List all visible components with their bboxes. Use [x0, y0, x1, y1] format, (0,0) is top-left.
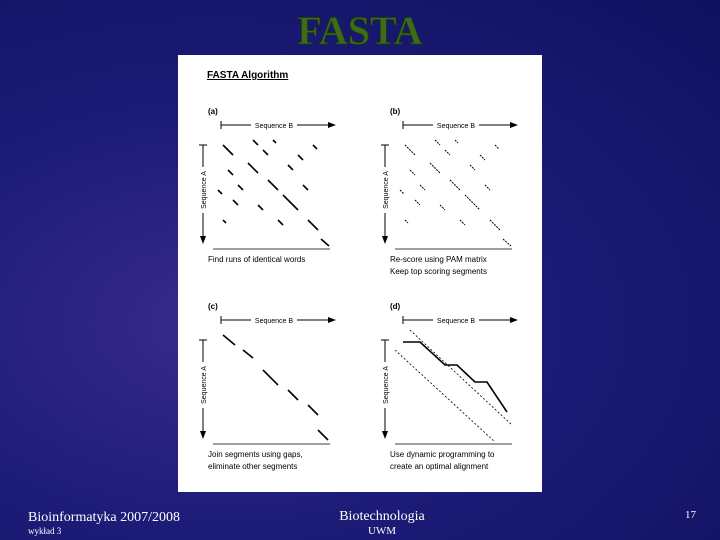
- match-segment: [419, 184, 426, 191]
- footer-left-sub: wykład 3: [28, 526, 62, 536]
- panel-label: (b): [390, 107, 401, 116]
- top-axis-label: Sequence B: [437, 318, 475, 325]
- match-segment: [469, 164, 476, 171]
- left-axis-label: Sequence A: [383, 171, 390, 209]
- panel-label: (c): [208, 302, 218, 311]
- left-axis-label: Sequence A: [383, 366, 390, 404]
- axis-arrowhead: [382, 431, 388, 439]
- match-segment: [404, 219, 409, 224]
- top-axis-label: Sequence B: [437, 123, 475, 130]
- match-segment: [247, 162, 259, 174]
- match-segment: [317, 429, 329, 441]
- match-segment: [287, 164, 294, 171]
- axis-arrowhead: [510, 122, 518, 128]
- match-segment: [464, 194, 481, 211]
- axis-label-bg: [433, 315, 479, 325]
- slide-title: FASTA: [297, 8, 422, 53]
- match-segment: [217, 189, 223, 195]
- match-segment: [409, 169, 416, 176]
- match-segment: [429, 162, 441, 174]
- footer-left: Bioinformatyka 2007/2008: [28, 510, 180, 525]
- panel-caption: Join segments using gaps,: [208, 450, 303, 459]
- panel-label: (a): [208, 107, 218, 116]
- panel-caption: Re-score using PAM matrix: [390, 255, 487, 264]
- match-segment: [439, 204, 446, 211]
- match-segment: [257, 204, 264, 211]
- panel-caption: Find runs of identical words: [208, 255, 305, 264]
- match-segment: [459, 219, 466, 226]
- match-segment: [484, 184, 491, 191]
- match-segment: [262, 149, 269, 156]
- axis-label-bg: [380, 167, 390, 213]
- axis-arrowhead: [328, 122, 336, 128]
- match-segment: [227, 169, 234, 176]
- axis-label-bg: [251, 120, 297, 130]
- axis-label-bg: [251, 315, 297, 325]
- left-axis-label: Sequence A: [201, 366, 208, 404]
- match-segment: [222, 334, 236, 346]
- match-segment: [479, 154, 486, 161]
- match-segment: [282, 194, 299, 211]
- match-segment: [404, 144, 416, 156]
- alignment-path: [403, 341, 508, 413]
- match-segment: [502, 238, 512, 247]
- axis-arrowhead: [510, 317, 518, 323]
- match-segment: [454, 139, 459, 144]
- match-segment: [399, 189, 405, 195]
- figure-background: [178, 55, 542, 492]
- match-segment: [434, 139, 441, 146]
- axis-arrowhead: [200, 236, 206, 244]
- match-segment: [449, 179, 461, 191]
- panel-caption: create an optimal alignment: [390, 462, 489, 471]
- match-segment: [277, 219, 284, 226]
- footer-center-sub: UWM: [368, 525, 396, 537]
- match-segment: [320, 238, 330, 247]
- band-edge: [409, 329, 513, 426]
- match-segment: [222, 219, 227, 224]
- match-segment: [307, 404, 319, 416]
- page-number: 17: [685, 509, 697, 521]
- panel-caption: Use dynamic programming to: [390, 450, 495, 459]
- axis-arrowhead: [328, 317, 336, 323]
- axis-arrowhead: [382, 236, 388, 244]
- footer-center: Biotechnologia: [339, 509, 425, 524]
- match-segment: [494, 144, 500, 150]
- match-segment: [237, 184, 244, 191]
- match-segment: [262, 369, 279, 386]
- figure-heading: FASTA Algorithm: [207, 70, 288, 81]
- match-segment: [414, 199, 421, 206]
- axis-label-bg: [198, 167, 208, 213]
- panel-caption: eliminate other segments: [208, 462, 297, 471]
- top-axis-label: Sequence B: [255, 123, 293, 130]
- match-segment: [287, 389, 299, 401]
- match-segment: [267, 179, 279, 191]
- match-segment: [312, 144, 318, 150]
- match-segment: [307, 219, 319, 231]
- top-axis-label: Sequence B: [255, 318, 293, 325]
- match-segment: [302, 184, 309, 191]
- panel-caption: Keep top scoring segments: [390, 267, 487, 276]
- match-segment: [444, 149, 451, 156]
- match-segment: [489, 219, 501, 231]
- panel-label: (d): [390, 302, 401, 311]
- match-segment: [242, 349, 254, 359]
- band-edge: [394, 349, 496, 443]
- axis-label-bg: [380, 362, 390, 408]
- axis-label-bg: [433, 120, 479, 130]
- match-segment: [232, 199, 239, 206]
- left-axis-label: Sequence A: [201, 171, 208, 209]
- axis-label-bg: [198, 362, 208, 408]
- match-segment: [252, 139, 259, 146]
- axis-arrowhead: [200, 431, 206, 439]
- match-segment: [222, 144, 234, 156]
- match-segment: [297, 154, 304, 161]
- match-segment: [272, 139, 277, 144]
